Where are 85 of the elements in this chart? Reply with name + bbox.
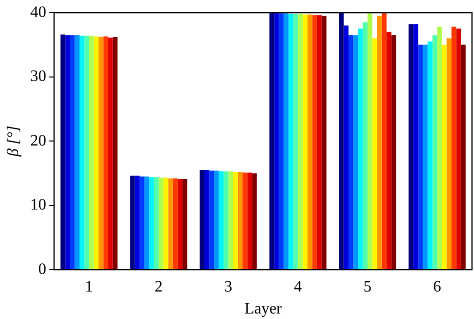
- bar: [209, 170, 214, 270]
- y-tick-label: 10: [30, 196, 46, 214]
- bar: [158, 178, 164, 270]
- bar: [89, 36, 94, 270]
- y-tick-label: 20: [30, 132, 46, 150]
- x-tick-label: 3: [224, 278, 232, 296]
- bar: [140, 176, 144, 270]
- bar: [168, 178, 173, 270]
- bar: [74, 35, 80, 270]
- bar: [368, 12, 372, 270]
- bar: [353, 35, 358, 270]
- bar: [218, 171, 224, 270]
- bar: [382, 12, 387, 270]
- bar: [302, 14, 308, 270]
- bar: [428, 42, 432, 270]
- bar: [460, 44, 466, 270]
- bar: [228, 171, 234, 270]
- bar: [178, 179, 182, 270]
- bar: [238, 172, 243, 270]
- bar: [362, 22, 368, 270]
- bar: [293, 14, 298, 270]
- bar: [98, 37, 104, 270]
- bar: [224, 171, 228, 270]
- bar: [358, 28, 363, 270]
- bar: [348, 35, 354, 270]
- x-tick-label: 1: [85, 278, 94, 296]
- x-tick-label: 2: [154, 278, 163, 296]
- bar: [154, 177, 159, 270]
- y-tick-label: 0: [38, 260, 46, 278]
- bar: [298, 14, 303, 270]
- bar: [432, 35, 438, 270]
- bar: [182, 179, 188, 270]
- bar: [130, 176, 135, 270]
- bar: [134, 176, 140, 270]
- bar: [112, 37, 118, 270]
- bar: [103, 36, 108, 270]
- bar: [200, 170, 204, 270]
- bar: [377, 16, 382, 270]
- bar: [339, 12, 344, 270]
- y-tick-label: 40: [30, 4, 46, 21]
- x-axis-title: Layer: [244, 300, 282, 318]
- bar: [144, 176, 150, 270]
- bar: [233, 172, 238, 270]
- bar: [84, 36, 90, 270]
- x-tick-label: 4: [294, 278, 302, 296]
- bar: [307, 14, 312, 270]
- bar: [372, 38, 378, 270]
- bar: [413, 24, 418, 270]
- bar: [94, 36, 99, 270]
- bar: [60, 34, 66, 270]
- x-tick-label: 5: [364, 278, 372, 296]
- bar: [269, 12, 274, 270]
- bar: [422, 44, 428, 270]
- bar: [274, 12, 279, 270]
- bar: [247, 172, 252, 270]
- bar: [456, 28, 461, 270]
- bar: [408, 24, 414, 270]
- x-tick-label: 6: [433, 278, 442, 296]
- bar: [284, 13, 288, 270]
- bar: [149, 177, 154, 270]
- bar: [242, 172, 248, 270]
- bar: [451, 26, 456, 270]
- bar: [386, 32, 392, 270]
- bar: [252, 173, 257, 270]
- bar: [163, 178, 168, 270]
- bar: [278, 13, 284, 270]
- bar: [437, 26, 442, 270]
- y-tick-label: 30: [30, 68, 46, 86]
- bar: [172, 178, 178, 270]
- bar: [70, 35, 75, 270]
- bar: [446, 38, 452, 270]
- bar: [80, 36, 84, 270]
- bar: [344, 25, 349, 270]
- bar: [442, 44, 447, 270]
- bar: [214, 170, 219, 270]
- bar: [391, 35, 396, 270]
- bar: [108, 38, 113, 270]
- bar: [322, 16, 326, 270]
- bar: [312, 15, 317, 270]
- bar: [65, 35, 70, 270]
- bar: [418, 44, 423, 270]
- bar: [204, 170, 210, 270]
- y-axis-title: β [°]: [4, 126, 22, 158]
- bar: [316, 15, 322, 270]
- bar: [288, 14, 294, 270]
